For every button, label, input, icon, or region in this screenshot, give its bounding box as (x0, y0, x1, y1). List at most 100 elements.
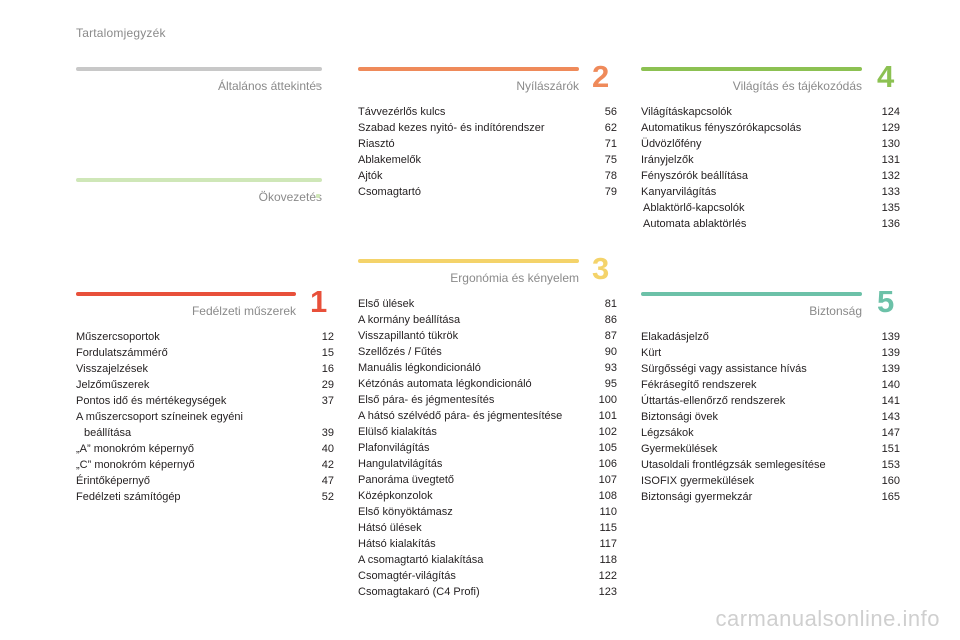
toc-entry: Jelzőműszerek 29 (76, 377, 334, 393)
toc-entry: Első pára- és jégmentesítés 100 (358, 392, 617, 408)
toc-entry: Gyermekülések 151 (641, 441, 900, 457)
toc-entry-label-text: Automata ablaktörlés (643, 218, 747, 230)
toc-entry: A csomagtartó kialakítása 118 (358, 552, 617, 568)
toc-entry-label-continuation: beállítása (84, 427, 132, 439)
section-bar (76, 178, 322, 182)
section-items: Világításkapcsolók 124 Automatikus fényszó… (641, 104, 900, 232)
section-title: Ökovezetés (258, 190, 322, 204)
toc-entry-label: Biztonsági gyermekzár (641, 489, 882, 505)
toc-entry-page: 118 (599, 554, 617, 566)
toc-entry-page: 101 (598, 410, 617, 422)
toc-entry: ISOFIX gyermekülések 160 (641, 473, 900, 489)
toc-entry-label-text: Panoráma üvegtető (358, 474, 455, 486)
toc-entry-label-text: Utasoldali frontlégzsák semlegesítése (641, 459, 826, 471)
toc-entry-page: 139 (881, 363, 900, 375)
toc-entry-page: 147 (881, 427, 900, 439)
toc-entry-label-text: Irányjelzők (641, 154, 694, 166)
toc-entry-label-text: Biztonsági gyermekzár (641, 491, 753, 503)
toc-entry: Érintőképernyő 47 (76, 473, 334, 489)
toc-entry: Elülső kialakítás 102 (358, 424, 617, 440)
toc-entry-label-text: Kétzónás automata légkondicionáló (358, 378, 532, 390)
toc-entry-label-text: Visszapillantó tükrök (358, 330, 459, 342)
toc-entry-label: Pontos idő és mértékegységek (76, 393, 322, 409)
toc-entry-page: 12 (321, 331, 334, 343)
toc-entry-label: Csomagtakaró (C4 Profi) (358, 584, 599, 600)
toc-entry-label-text: Üdvözlőfény (641, 138, 702, 150)
toc-entry: Biztonsági gyermekzár 165 (641, 489, 900, 505)
toc-entry-label: „C” monokróm képernyő (76, 457, 322, 473)
toc-entry-label-text: Első pára- és jégmentesítés (358, 394, 495, 406)
toc-entry-label: Automatikus fényszórókapcsolás (641, 120, 882, 136)
section-bar (76, 67, 322, 71)
toc-entry-label: Riasztó (358, 136, 605, 152)
toc-entry-label-text: Csomagtakaró (C4 Profi) (358, 586, 480, 598)
toc-entry-label: Középkonzolok (358, 488, 599, 504)
toc-entry-label: Műszercsoportok (76, 329, 322, 345)
toc-entry-label: Fordulatszámmérő (76, 345, 322, 361)
toc-entry-label: Fényszórók beállítása (641, 168, 882, 184)
toc-entry-label: Üdvözlőfény (641, 136, 882, 152)
toc-entry-page: 115 (599, 522, 617, 534)
toc-entry-label: Hátsó ülések (358, 520, 599, 536)
section-title: Biztonság (809, 304, 862, 318)
section-2: Nyílászárók 2 Távvezérlős kulcs 56 Szabad … (358, 59, 617, 200)
toc-entry-page: 141 (881, 395, 900, 407)
toc-entry-label-text: „A” monokróm képernyő (76, 443, 194, 455)
toc-entry-label-text: Jelzőműszerek (76, 379, 150, 391)
toc-entry-page: 108 (598, 490, 617, 502)
toc-entry-label: Ajtók (358, 168, 605, 184)
toc-entry-label: Visszapillantó tükrök (358, 328, 605, 344)
toc-entry-page: 39 (321, 427, 334, 439)
toc-entry: Fordulatszámmérő 15 (76, 345, 334, 361)
toc-entry-page: 29 (321, 379, 334, 391)
section-marker (316, 194, 320, 198)
toc-entry: „C” monokróm képernyő 42 (76, 457, 334, 473)
toc-entry-page: 151 (881, 443, 900, 455)
section-items: Elakadásjelző 139 Kürt 139 Sürgősségi vagy a… (641, 329, 900, 505)
toc-entry-label: Panoráma üvegtető (358, 472, 599, 488)
toc-entry: Panoráma üvegtető 107 (358, 472, 617, 488)
toc-entry-label-text: Riasztó (358, 138, 395, 150)
toc-entry-label-text: Fényszórók beállítása (641, 170, 748, 182)
toc-entry: Sürgősségi vagy assistance hívás 139 (641, 361, 900, 377)
toc-entry-page: 37 (321, 395, 334, 407)
toc-entry-page: 81 (604, 298, 617, 310)
toc-entry: Elakadásjelző 139 (641, 329, 900, 345)
section-general: Általános áttekintés (76, 67, 322, 104)
toc-entry-page: 87 (604, 330, 617, 342)
toc-entry: Csomagtér-világítás 122 (358, 568, 617, 584)
toc-entry: Fényszórók beállítása 132 (641, 168, 900, 184)
toc-entry-page: 129 (881, 122, 900, 134)
toc-entry: A kormány beállítása 86 (358, 312, 617, 328)
toc-entry-page: 71 (604, 138, 617, 150)
toc-entry-page: 15 (321, 347, 334, 359)
toc-entry-label: Csomagtartó (358, 184, 605, 200)
section-title: Általános áttekintés (217, 79, 322, 93)
toc-entry-page: 78 (604, 170, 617, 182)
toc-entry-label-text: Plafonvilágítás (358, 442, 430, 454)
toc-entry-label: Irányjelzők (641, 152, 882, 168)
toc-entry-label: Úttartás-ellenőrző rendszerek (641, 393, 882, 409)
section-title: Világítás és tájékozódás (732, 79, 862, 93)
toc-entry-page: 106 (598, 458, 617, 470)
toc-entry-page: 79 (604, 186, 617, 198)
toc-entry-label-text: Légzsákok (641, 427, 694, 439)
toc-entry: Középkonzolok 108 (358, 488, 617, 504)
toc-entry-label-text: Fordulatszámmérő (76, 347, 168, 359)
section-bar (641, 292, 862, 296)
toc-entry-label: A hátsó szélvédő pára- és jégmentesítése (358, 408, 599, 424)
toc-entry-label: Biztonsági övek (641, 409, 882, 425)
toc-entry-label: Jelzőműszerek (76, 377, 322, 393)
toc-entry-page: 143 (881, 411, 900, 423)
toc-entry-label-text: Szellőzés / Fűtés (358, 346, 442, 358)
toc-entry-label-text: Távvezérlős kulcs (358, 106, 446, 118)
toc-entry-page: 140 (881, 379, 900, 391)
toc-entry: Kétzónás automata légkondicionáló 95 (358, 376, 617, 392)
toc-entry: Első ülések 81 (358, 296, 617, 312)
toc-entry-label-text: Hátsó ülések (358, 522, 422, 534)
toc-entry-page: 93 (604, 362, 617, 374)
toc-entry-label: Visszajelzések (76, 361, 322, 377)
toc-entry-page: 110 (599, 506, 617, 518)
toc-entry-label: Utasoldali frontlégzsák semlegesítése (641, 457, 882, 473)
toc-entry-label-text: Fékrásegítő rendszerek (641, 379, 757, 391)
